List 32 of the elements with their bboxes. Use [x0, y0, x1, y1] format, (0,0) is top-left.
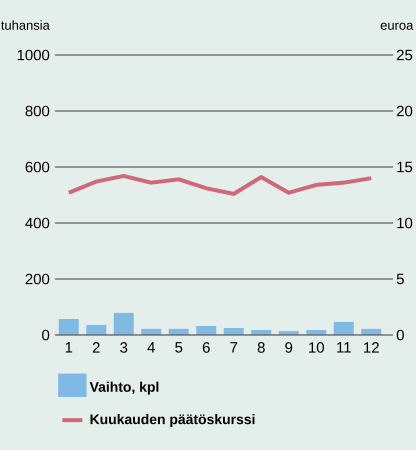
x-tick-label: 2 [92, 342, 100, 353]
y-tick-label: 1000 [18, 50, 50, 60]
bar [58, 319, 79, 335]
y2-tick-label: 20 [396, 106, 412, 116]
x-tick-label: 1 [66, 342, 72, 352]
y2-axis-title: euroa [380, 22, 414, 30]
y2-tick-label: 5 [396, 274, 404, 284]
legend-label: Kuukauden päätöskurssi [90, 414, 254, 427]
y2-tick-label: 25 [396, 50, 412, 60]
y-axis-title: tuhansia [1, 20, 50, 30]
y2-tick-label: 0 [396, 330, 404, 340]
y2-tick-label: 10 [397, 218, 412, 228]
x-tick-label: 12 [364, 342, 379, 353]
y-tick-label: 600 [26, 162, 50, 172]
line-series [66, 174, 374, 196]
y2-tick-label: 15 [397, 162, 412, 172]
x-tick-label: 8 [258, 342, 265, 353]
bar [114, 312, 134, 335]
x-tick-label: 9 [285, 342, 292, 353]
y-tick-label: 0 [42, 330, 50, 340]
x-tick-label: 10 [309, 342, 324, 353]
x-tick-label: 11 [337, 342, 351, 352]
legend-label: Vaihto, kpl [90, 382, 158, 395]
x-tick-label: 3 [120, 342, 128, 353]
y-tick-label: 400 [25, 218, 50, 228]
x-tick-label: 6 [202, 342, 210, 353]
x-tick-label: 4 [147, 342, 155, 352]
x-tick-label: 5 [175, 342, 182, 353]
bar [334, 322, 354, 335]
y-tick-label: 800 [26, 106, 50, 116]
y-tick-label: 200 [26, 274, 50, 284]
x-tick-label: 7 [230, 342, 238, 352]
